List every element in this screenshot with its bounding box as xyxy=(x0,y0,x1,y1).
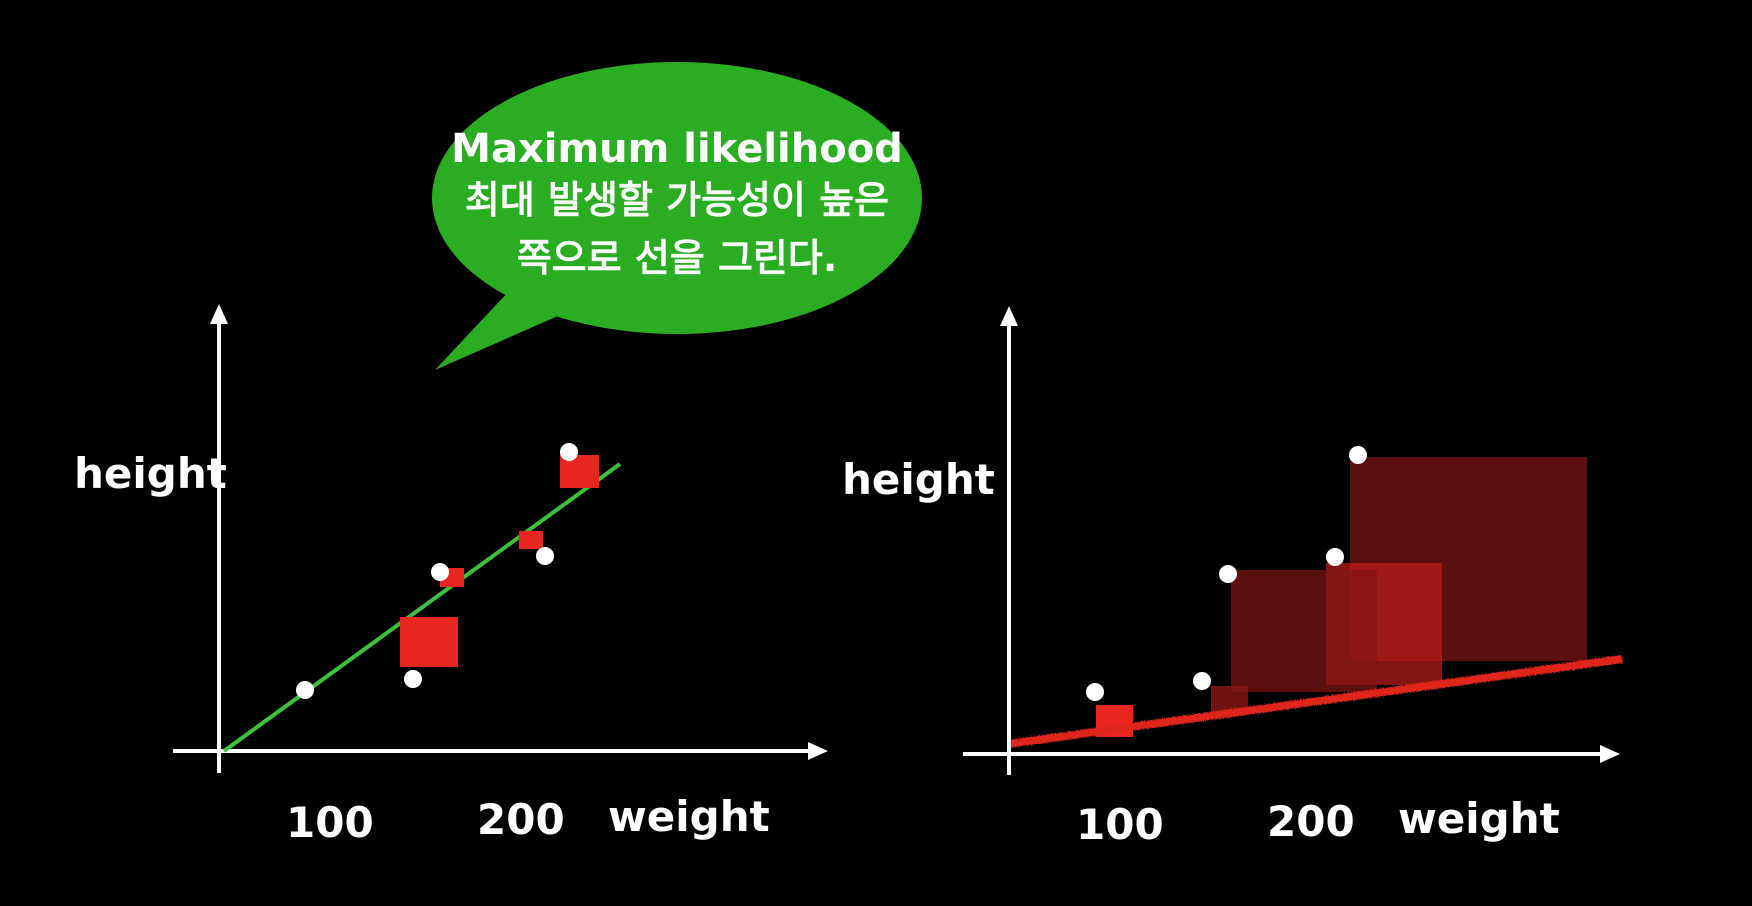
left-y-axis-arrow xyxy=(210,304,228,324)
right-plot: height 100 200 weight xyxy=(842,306,1623,849)
left-data-point xyxy=(431,563,449,581)
left-data-point xyxy=(536,547,554,565)
bubble-line-3: 쪽으로 선을 그린다. xyxy=(517,236,838,280)
right-y-label: height xyxy=(842,455,995,504)
right-x-axis-arrow xyxy=(1600,745,1620,763)
speech-bubble-body xyxy=(432,62,922,334)
left-data-point xyxy=(404,670,422,688)
right-residual-square xyxy=(1231,570,1377,692)
left-tick-200: 200 xyxy=(477,795,565,844)
right-data-point xyxy=(1193,672,1211,690)
right-data-point xyxy=(1086,683,1104,701)
right-tick-100: 100 xyxy=(1076,800,1164,849)
speech-bubble: Maximum likelihood 최대 발생할 가능성이 높은 쪽으로 선을… xyxy=(432,62,922,370)
speech-bubble-tail xyxy=(435,290,560,370)
left-plot: height 100 200 weight xyxy=(74,304,828,847)
right-tick-200: 200 xyxy=(1267,797,1355,846)
right-y-axis-arrow xyxy=(1000,306,1018,326)
left-data-point xyxy=(560,443,578,461)
right-x-label: weight xyxy=(1398,794,1560,843)
bubble-line-1: Maximum likelihood xyxy=(451,126,903,172)
left-tick-100: 100 xyxy=(286,798,374,847)
left-x-label: weight xyxy=(608,792,770,841)
left-fit-line xyxy=(222,462,622,753)
left-residual-square xyxy=(519,531,543,549)
right-data-point xyxy=(1349,446,1367,464)
bubble-line-2: 최대 발생할 가능성이 높은 xyxy=(465,178,889,222)
right-data-point xyxy=(1326,548,1344,566)
right-fit-line xyxy=(1007,655,1623,748)
left-y-label: height xyxy=(74,449,227,498)
left-x-axis-arrow xyxy=(808,742,828,760)
right-data-point xyxy=(1219,565,1237,583)
left-data-point xyxy=(296,681,314,699)
left-residual-square xyxy=(400,617,458,667)
